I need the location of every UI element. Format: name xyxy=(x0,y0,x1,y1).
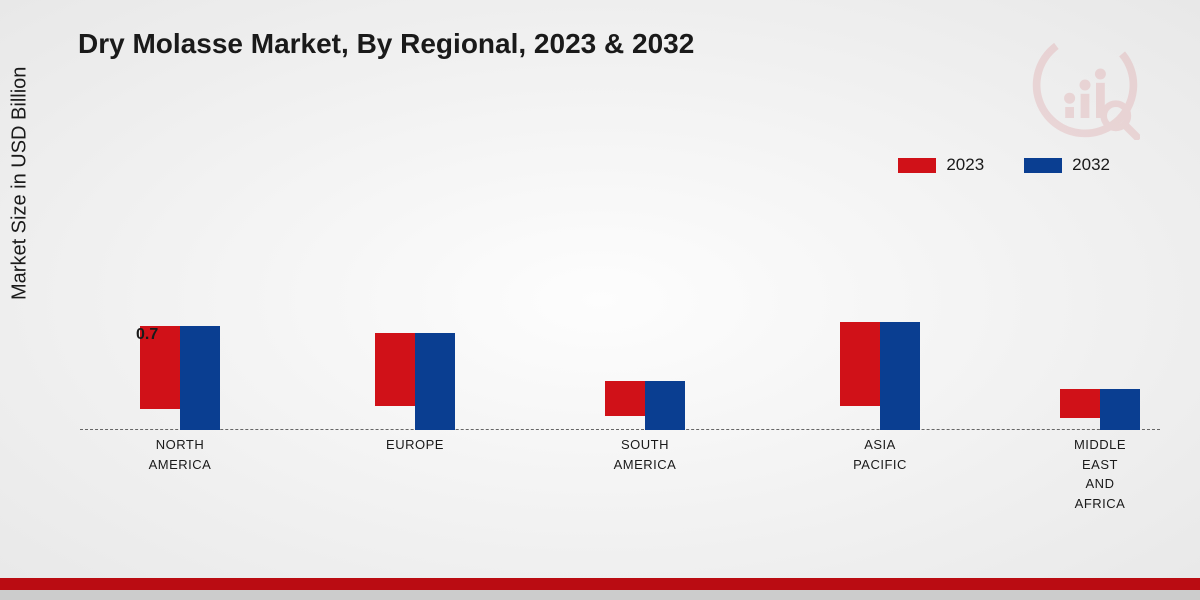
bar-value-label: 0.7 xyxy=(136,326,158,344)
x-tick-label: MIDDLE EAST AND AFRICA xyxy=(1030,435,1170,513)
bar-2023 xyxy=(1060,389,1100,418)
chart-plot-area: 0.7 xyxy=(80,100,1160,430)
bar-2032 xyxy=(645,381,685,431)
x-tick-label: SOUTH AMERICA xyxy=(575,435,715,474)
y-axis-label: Market Size in USD Billion xyxy=(9,67,32,300)
x-axis-labels: NORTH AMERICA EUROPE SOUTH AMERICA ASIA PAC… xyxy=(80,435,1160,535)
chart-title: Dry Molasse Market, By Regional, 2023 & … xyxy=(78,28,694,60)
x-tick-label: ASIA PACIFIC xyxy=(810,435,950,474)
bar-group xyxy=(605,381,685,431)
footer-bar-grey xyxy=(0,590,1200,600)
bar-2032 xyxy=(180,326,220,430)
bar-2032 xyxy=(415,333,455,430)
bar-2023 xyxy=(605,381,645,416)
bar-group xyxy=(840,322,920,430)
footer-bars xyxy=(0,578,1200,600)
x-tick-label: NORTH AMERICA xyxy=(110,435,250,474)
footer-bar-red xyxy=(0,578,1200,590)
bar-2023 xyxy=(375,333,415,406)
bar-2032 xyxy=(1100,389,1140,430)
bar-group xyxy=(375,333,455,430)
bar-group xyxy=(1060,389,1140,430)
x-tick-label: EUROPE xyxy=(345,435,485,455)
bar-2023 xyxy=(840,322,880,407)
bar-2032 xyxy=(880,322,920,430)
